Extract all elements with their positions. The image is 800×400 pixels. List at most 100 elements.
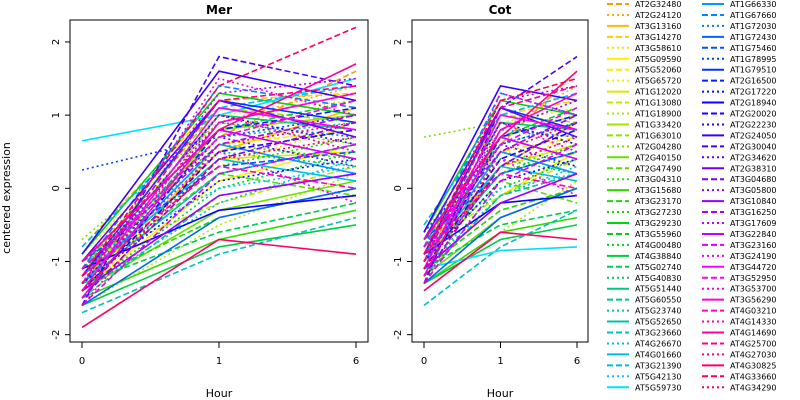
legend-label-at2g04280: AT2G04280 [635,142,681,151]
x-axis-title-cot: Hour [487,387,514,400]
legend-label-at1g79510: AT1G79510 [730,66,776,75]
legend-label-at2g17220: AT2G17220 [730,88,776,97]
series-line-cot-at3g17609 [423,85,578,262]
legend-label-at2g24050: AT2G24050 [730,131,776,140]
legend-label-at3g04310: AT3G04310 [635,175,681,184]
x-axis-title-mer: Hour [206,387,233,400]
legend-label-at4g00480: AT4G00480 [635,241,681,250]
legend-label-at1g72430: AT1G72430 [730,33,776,42]
series-line-cot-at5g02740 [423,209,578,270]
series-group-cot [423,55,578,307]
series-line-cot-at4g03210 [423,172,578,255]
y-tick-label-cot-0: 0 [393,185,404,191]
legend-label-at4g03210: AT4G03210 [730,307,776,316]
y-tick-label-mer-0: 0 [51,185,62,191]
legend-label-at4g38840: AT4G38840 [635,252,681,261]
series-line-mer-at3g10840 [81,172,357,292]
series-line-cot-at5g40830 [423,158,578,248]
y-tick-label-mer-2: 2 [51,39,62,45]
y-tick-label-cot--2: -2 [393,330,404,340]
x-ticks-cot: 0 1 6 [421,342,580,367]
series-line-cot-at3g23160 [423,143,578,284]
x-tick-label-cot-0: 0 [421,356,427,367]
legend-label-at3g04680: AT3G04680 [730,175,776,184]
series-line-mer-at3g52950 [81,99,357,270]
y-tick-label-mer-1: 1 [51,112,62,118]
series-line-mer-at4g27030 [81,121,357,306]
series-line-mer-at1g72430 [81,187,357,307]
x-tick-label-cot-6: 6 [574,356,580,367]
series-line-mer-at4g14690 [81,63,357,263]
series-line-cot-at5g65720 [423,107,578,233]
legend-label-at2g40150: AT2G40150 [635,153,681,162]
x-tick-label-mer-1: 1 [216,356,222,367]
legend-label-at5g42130: AT5G42130 [635,372,681,381]
series-line-cot-at5g23740 [423,121,578,248]
series-line-cot-at3g04680 [423,121,578,277]
y-ticks-mer: -2 -1 0 1 2 [51,39,70,340]
legend-label-at2g38310: AT2G38310 [730,164,776,173]
series-line-mer-at2g18940 [81,194,357,270]
panel-title-mer: Mer [206,3,232,17]
legend-label-at2g34620: AT2G34620 [730,153,776,162]
series-line-cot-at5g42130 [423,172,578,248]
legend-label-at5g52060: AT5G52060 [635,66,681,75]
x-tick-label-mer-0: 0 [79,356,85,367]
series-line-mer-at5g02740 [81,202,357,285]
series-line-cot-at4g33660 [423,77,578,255]
plot-frame-cot [411,19,589,343]
series-line-mer-at2g20020 [81,129,357,292]
series-line-mer-at4g26670 [81,158,357,292]
legend-label-at1g72030: AT1G72030 [730,22,776,31]
legend-label-at3g24190: AT3G24190 [730,252,776,261]
series-line-cot-at3g23660 [423,209,578,307]
series-line-cot-at4g14690 [423,70,578,240]
series-line-mer-at4g33660 [81,26,357,277]
legend-label-at3g44720: AT3G44720 [730,263,776,272]
series-line-mer-at4g30825 [81,238,357,329]
legend-label-at1g12020: AT1G12020 [635,88,681,97]
legend-label-at3g05800: AT3G05800 [730,186,776,195]
series-line-mer-at4g34290 [81,136,357,292]
series-line-cot-at4g25700 [423,85,578,262]
legend-label-at5g59730: AT5G59730 [635,383,681,392]
series-line-cot-at2g24050 [423,85,578,233]
legend-label-at2g47490: AT2G47490 [635,164,681,173]
legend-label-at3g56290: AT3G56290 [730,296,776,305]
y-ticks-cot: -2 -1 0 1 2 [393,39,412,340]
legend-label-at1g13080: AT1G13080 [635,99,681,108]
legend-label-at3g27230: AT3G27230 [635,208,681,217]
x-tick-label-cot-1: 1 [497,356,503,367]
series-line-mer-at4g03210 [81,165,357,277]
legend-label-at2g18940: AT2G18940 [730,99,776,108]
series-line-cot-at4g27030 [423,121,578,284]
x-ticks-mer: 0 1 6 [79,342,359,367]
legend-label-at2g20020: AT2G20020 [730,110,776,119]
series-line-mer-at3g23660 [81,216,357,314]
series-line-cot-at4g38840 [423,224,578,285]
legend-label-at5g09590: AT5G09590 [635,55,681,64]
legend-label-at5g60550: AT5G60550 [635,296,681,305]
series-line-mer-at3g17609 [81,77,357,284]
legend-label-at1g63010: AT1G63010 [635,131,681,140]
y-tick-label-cot-2: 2 [393,39,404,45]
legend-label-at1g75460: AT1G75460 [730,44,776,53]
legend-label-at3g17609: AT3G17609 [730,219,776,228]
legend-label-at4g14690: AT4G14690 [730,329,776,338]
plot-frame-mer [69,19,369,343]
legend-label-at1g78995: AT1G78995 [730,55,776,64]
legend: AT2G32480 AT2G24120 AT3G13160 AT3G14270 AT3G… [607,0,776,392]
legend-label-at4g25700: AT4G25700 [730,339,776,348]
panel-title-cot: Cot [489,3,512,17]
legend-label-at3g21390: AT3G21390 [635,361,681,370]
series-line-mer-at3g24190 [81,150,357,277]
legend-label-at3g15680: AT3G15680 [635,186,681,195]
series-line-cot-at3g52950 [423,107,578,248]
legend-label-at1g67660: AT1G67660 [730,11,776,20]
legend-label-at2g22230: AT2G22230 [730,120,776,129]
legend-label-at1g18900: AT1G18900 [635,110,681,119]
series-line-cot-at4g30825 [423,231,578,292]
legend-label-at2g32480: AT2G32480 [635,0,681,9]
legend-label-at3g22840: AT3G22840 [730,230,776,239]
